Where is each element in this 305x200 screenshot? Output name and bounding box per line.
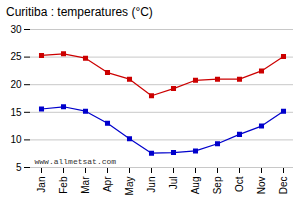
svg-text:Jan: Jan [36,177,47,193]
svg-text:Jul: Jul [168,177,179,190]
svg-text:Apr: Apr [102,176,113,192]
svg-text:Oct: Oct [234,176,245,192]
svg-text:30: 30 [10,24,22,35]
svg-text:25: 25 [10,51,22,62]
svg-text:Feb: Feb [58,176,69,194]
html-text:Curitiba : temperatures (°C): Curitiba : temperatures (°C) [6,5,153,19]
svg-text:Jun: Jun [146,177,157,193]
svg-text:May: May [124,177,135,196]
svg-text:15: 15 [10,107,22,118]
svg-text:Mar: Mar [80,176,91,194]
svg-text:5: 5 [16,162,22,173]
svg-text:Dec: Dec [278,177,289,195]
svg-text:Sep: Sep [212,176,223,194]
svg-text:20: 20 [10,79,22,90]
svg-text:Nov: Nov [256,177,267,195]
svg-text:www.allmetsat.com: www.allmetsat.com [35,157,117,166]
svg-text:Aug: Aug [190,177,201,195]
svg-text:10: 10 [10,134,22,145]
